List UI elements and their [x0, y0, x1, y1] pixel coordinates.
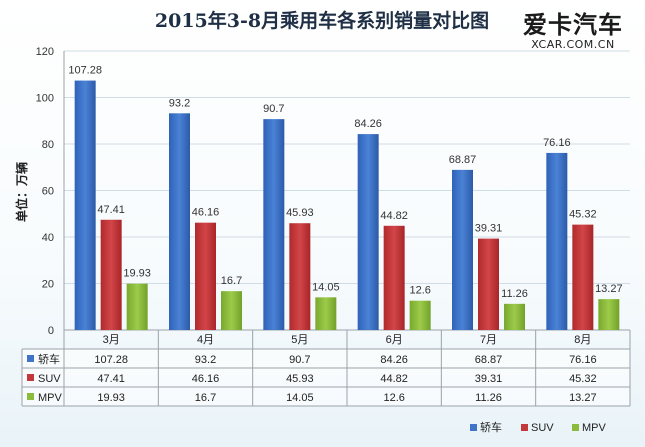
legend-label: SUV: [531, 422, 554, 434]
data-label: 90.7: [263, 103, 284, 115]
table-cell: 68.87: [475, 354, 503, 366]
bar: [289, 223, 311, 330]
table-legend-key: [27, 355, 34, 362]
table-cell: 44.82: [380, 373, 408, 385]
legend-key: [470, 424, 477, 431]
chart-title: 2015年3-8月乘用车各系别销量对比图: [155, 9, 489, 32]
table-cell: 46.16: [192, 373, 220, 385]
table-cell: 93.2: [195, 354, 216, 366]
data-label: 47.41: [97, 204, 125, 216]
table-series-name: SUV: [38, 373, 61, 385]
data-label: 68.87: [449, 154, 477, 166]
table-cell: 12.6: [383, 392, 404, 404]
logo-text: 爱卡汽车: [523, 11, 623, 39]
data-table: [22, 349, 630, 406]
bar: [126, 283, 148, 330]
table-cell: 45.93: [286, 373, 314, 385]
data-label: 44.82: [380, 210, 408, 222]
bar: [74, 80, 96, 330]
legend-label: 轿车: [480, 420, 502, 434]
table-cell: 11.26: [475, 392, 502, 404]
bar: [195, 222, 216, 330]
bar: [315, 297, 337, 330]
table-legend-key: [27, 374, 34, 381]
bar: [478, 238, 499, 330]
x-tick-label: 7月: [480, 334, 497, 346]
table-series-name: 轿车: [38, 352, 60, 366]
bar: [383, 225, 405, 330]
legend-label: MPV: [582, 422, 607, 434]
bar: [572, 224, 594, 330]
bar: [598, 299, 620, 330]
table-cell: 13.27: [569, 392, 597, 404]
y-tick-label: 20: [42, 279, 54, 291]
table-cell: 76.16: [569, 354, 597, 366]
table-cell: 14.05: [286, 392, 314, 404]
table-cell: 19.93: [97, 392, 125, 404]
y-tick-label: 60: [42, 186, 54, 198]
data-label: 13.27: [595, 283, 623, 295]
data-label: 46.16: [192, 207, 220, 219]
data-label: 39.31: [475, 223, 503, 235]
y-tick-label: 0: [48, 325, 54, 337]
bar: [169, 113, 190, 330]
data-label: 12.6: [409, 285, 430, 297]
table-cell: 47.41: [97, 373, 125, 385]
data-label: 16.7: [221, 275, 242, 287]
data-label: 93.2: [169, 97, 190, 109]
data-label: 84.26: [354, 118, 382, 130]
table-cell: 107.28: [94, 354, 128, 366]
data-label: 76.16: [543, 137, 571, 149]
table-cell: 84.26: [380, 354, 408, 366]
data-label: 107.28: [68, 65, 102, 77]
table-cell: 45.32: [569, 373, 597, 385]
data-label: 14.05: [312, 281, 340, 293]
x-tick-label: 8月: [574, 334, 591, 346]
bar: [221, 291, 242, 330]
bar: [504, 303, 525, 330]
data-label: 45.93: [286, 207, 314, 219]
y-axis-label: 单位：万辆: [14, 162, 29, 222]
y-tick-label: 120: [36, 46, 54, 58]
logo: 爱卡汽车 XCAR.COM.CN: [523, 11, 623, 51]
x-tick-label: 3月: [103, 334, 120, 346]
bar: [100, 219, 122, 330]
bar: [409, 300, 431, 330]
bar: [452, 169, 473, 330]
x-tick-label: 5月: [291, 334, 308, 346]
y-tick-label: 80: [42, 139, 54, 151]
x-tick-label: 4月: [197, 334, 214, 346]
table-cell: 39.31: [475, 373, 503, 385]
y-tick-label: 40: [42, 232, 54, 244]
x-tick-label: 6月: [386, 334, 403, 346]
table-legend-key: [27, 393, 34, 400]
data-label: 45.32: [569, 209, 597, 221]
y-tick-label: 100: [36, 93, 54, 105]
data-label: 19.93: [123, 268, 151, 280]
table-series-name: MPV: [38, 392, 63, 404]
legend-key: [521, 424, 528, 431]
legend-key: [572, 424, 579, 431]
bar: [546, 152, 568, 330]
bar: [357, 134, 379, 330]
logo-subtext: XCAR.COM.CN: [531, 38, 614, 51]
table-cell: 16.7: [195, 392, 216, 404]
table-cell: 90.7: [289, 354, 310, 366]
bar: [263, 119, 285, 330]
data-label: 11.26: [501, 288, 528, 300]
